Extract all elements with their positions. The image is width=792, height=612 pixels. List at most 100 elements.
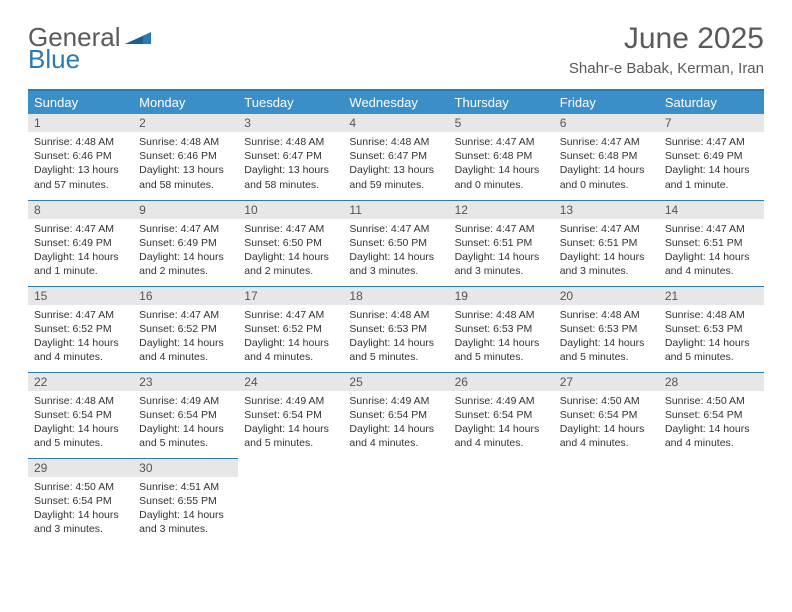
day-content: Sunrise: 4:47 AMSunset: 6:49 PMDaylight:… xyxy=(28,219,133,283)
daylight-text: Daylight: 14 hours xyxy=(455,250,548,264)
day-content: Sunrise: 4:47 AMSunset: 6:49 PMDaylight:… xyxy=(133,219,238,283)
day-content: Sunrise: 4:48 AMSunset: 6:47 PMDaylight:… xyxy=(343,132,448,196)
sunrise-text: Sunrise: 4:47 AM xyxy=(455,135,548,149)
daylight-text: and 57 minutes. xyxy=(34,178,127,192)
sunset-text: Sunset: 6:53 PM xyxy=(665,322,758,336)
sunrise-text: Sunrise: 4:47 AM xyxy=(560,135,653,149)
sunset-text: Sunset: 6:51 PM xyxy=(455,236,548,250)
weekday-header: Tuesday xyxy=(238,90,343,114)
daylight-text: Daylight: 14 hours xyxy=(34,336,127,350)
daylight-text: Daylight: 14 hours xyxy=(560,250,653,264)
day-number: 3 xyxy=(238,114,343,132)
daylight-text: and 4 minutes. xyxy=(560,436,653,450)
day-content: Sunrise: 4:47 AMSunset: 6:48 PMDaylight:… xyxy=(449,132,554,196)
day-content: Sunrise: 4:47 AMSunset: 6:52 PMDaylight:… xyxy=(133,305,238,369)
daylight-text: Daylight: 14 hours xyxy=(665,250,758,264)
weekday-header: Thursday xyxy=(449,90,554,114)
calendar-day-cell: 28Sunrise: 4:50 AMSunset: 6:54 PMDayligh… xyxy=(659,372,764,458)
daylight-text: and 5 minutes. xyxy=(349,350,442,364)
weekday-header: Friday xyxy=(554,90,659,114)
sunset-text: Sunset: 6:47 PM xyxy=(244,149,337,163)
sunset-text: Sunset: 6:52 PM xyxy=(139,322,232,336)
day-content: Sunrise: 4:47 AMSunset: 6:48 PMDaylight:… xyxy=(554,132,659,196)
daylight-text: Daylight: 14 hours xyxy=(349,422,442,436)
sunset-text: Sunset: 6:47 PM xyxy=(349,149,442,163)
daylight-text: and 4 minutes. xyxy=(349,436,442,450)
day-number: 8 xyxy=(28,201,133,219)
daylight-text: and 58 minutes. xyxy=(139,178,232,192)
daylight-text: Daylight: 14 hours xyxy=(34,422,127,436)
sunset-text: Sunset: 6:49 PM xyxy=(139,236,232,250)
daylight-text: Daylight: 14 hours xyxy=(34,250,127,264)
sunset-text: Sunset: 6:49 PM xyxy=(665,149,758,163)
daylight-text: Daylight: 14 hours xyxy=(560,422,653,436)
sunrise-text: Sunrise: 4:50 AM xyxy=(560,394,653,408)
daylight-text: and 2 minutes. xyxy=(139,264,232,278)
day-number: 7 xyxy=(659,114,764,132)
weekday-header: Wednesday xyxy=(343,90,448,114)
calendar-day-cell xyxy=(238,458,343,544)
daylight-text: and 1 minute. xyxy=(665,178,758,192)
sunset-text: Sunset: 6:54 PM xyxy=(34,494,127,508)
day-content: Sunrise: 4:47 AMSunset: 6:50 PMDaylight:… xyxy=(343,219,448,283)
daylight-text: and 3 minutes. xyxy=(455,264,548,278)
day-number: 23 xyxy=(133,373,238,391)
calendar-day-cell: 22Sunrise: 4:48 AMSunset: 6:54 PMDayligh… xyxy=(28,372,133,458)
calendar-day-cell: 1Sunrise: 4:48 AMSunset: 6:46 PMDaylight… xyxy=(28,114,133,200)
sunrise-text: Sunrise: 4:49 AM xyxy=(349,394,442,408)
daylight-text: and 59 minutes. xyxy=(349,178,442,192)
calendar-week-row: 1Sunrise: 4:48 AMSunset: 6:46 PMDaylight… xyxy=(28,114,764,200)
sunrise-text: Sunrise: 4:48 AM xyxy=(34,394,127,408)
day-content: Sunrise: 4:47 AMSunset: 6:52 PMDaylight:… xyxy=(28,305,133,369)
daylight-text: Daylight: 13 hours xyxy=(139,163,232,177)
day-content: Sunrise: 4:47 AMSunset: 6:52 PMDaylight:… xyxy=(238,305,343,369)
daylight-text: and 5 minutes. xyxy=(455,350,548,364)
calendar-day-cell xyxy=(449,458,554,544)
daylight-text: and 5 minutes. xyxy=(560,350,653,364)
calendar-day-cell: 12Sunrise: 4:47 AMSunset: 6:51 PMDayligh… xyxy=(449,200,554,286)
calendar-day-cell: 3 Sunrise: 4:48 AMSunset: 6:47 PMDaylight… xyxy=(238,114,343,200)
sunset-text: Sunset: 6:53 PM xyxy=(455,322,548,336)
day-number: 5 xyxy=(449,114,554,132)
day-number: 2 xyxy=(133,114,238,132)
calendar-week-row: 22Sunrise: 4:48 AMSunset: 6:54 PMDayligh… xyxy=(28,372,764,458)
day-number: 30 xyxy=(133,459,238,477)
location-text: Shahr-e Babak, Kerman, Iran xyxy=(569,60,764,77)
sunset-text: Sunset: 6:54 PM xyxy=(665,408,758,422)
daylight-text: Daylight: 14 hours xyxy=(244,250,337,264)
daylight-text: Daylight: 13 hours xyxy=(244,163,337,177)
daylight-text: and 4 minutes. xyxy=(665,436,758,450)
sunrise-text: Sunrise: 4:48 AM xyxy=(349,135,442,149)
daylight-text: Daylight: 14 hours xyxy=(349,250,442,264)
sunset-text: Sunset: 6:54 PM xyxy=(34,408,127,422)
weekday-header-row: Sunday Monday Tuesday Wednesday Thursday… xyxy=(28,90,764,114)
calendar-week-row: 15Sunrise: 4:47 AMSunset: 6:52 PMDayligh… xyxy=(28,286,764,372)
day-number: 21 xyxy=(659,287,764,305)
calendar-day-cell: 21Sunrise: 4:48 AMSunset: 6:53 PMDayligh… xyxy=(659,286,764,372)
daylight-text: and 3 minutes. xyxy=(560,264,653,278)
daylight-text: Daylight: 14 hours xyxy=(665,336,758,350)
day-number: 29 xyxy=(28,459,133,477)
day-number: 10 xyxy=(238,201,343,219)
sunset-text: Sunset: 6:55 PM xyxy=(139,494,232,508)
daylight-text: and 5 minutes. xyxy=(34,436,127,450)
sunrise-text: Sunrise: 4:48 AM xyxy=(244,135,337,149)
daylight-text: and 5 minutes. xyxy=(244,436,337,450)
daylight-text: Daylight: 14 hours xyxy=(349,336,442,350)
calendar-day-cell: 15Sunrise: 4:47 AMSunset: 6:52 PMDayligh… xyxy=(28,286,133,372)
calendar-day-cell: 19Sunrise: 4:48 AMSunset: 6:53 PMDayligh… xyxy=(449,286,554,372)
day-content: Sunrise: 4:49 AMSunset: 6:54 PMDaylight:… xyxy=(343,391,448,455)
calendar-day-cell: 9Sunrise: 4:47 AMSunset: 6:49 PMDaylight… xyxy=(133,200,238,286)
daylight-text: and 5 minutes. xyxy=(139,436,232,450)
day-number: 11 xyxy=(343,201,448,219)
day-content: Sunrise: 4:49 AMSunset: 6:54 PMDaylight:… xyxy=(133,391,238,455)
weekday-header: Sunday xyxy=(28,90,133,114)
sunrise-text: Sunrise: 4:47 AM xyxy=(139,308,232,322)
day-number: 14 xyxy=(659,201,764,219)
day-content: Sunrise: 4:49 AMSunset: 6:54 PMDaylight:… xyxy=(238,391,343,455)
sunset-text: Sunset: 6:50 PM xyxy=(244,236,337,250)
day-content: Sunrise: 4:47 AMSunset: 6:51 PMDaylight:… xyxy=(659,219,764,283)
daylight-text: and 58 minutes. xyxy=(244,178,337,192)
daylight-text: Daylight: 14 hours xyxy=(455,336,548,350)
calendar-day-cell: 18Sunrise: 4:48 AMSunset: 6:53 PMDayligh… xyxy=(343,286,448,372)
